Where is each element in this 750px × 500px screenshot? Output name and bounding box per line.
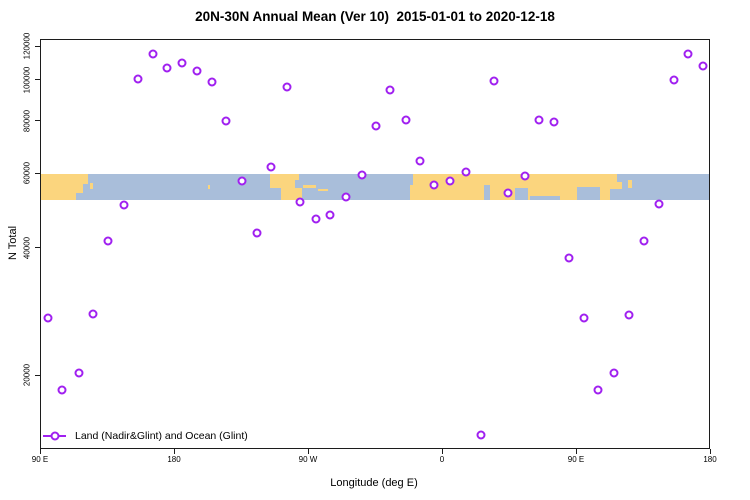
chart-title: 20N-30N Annual Mean (Ver 10) 2015-01-01 … [195,9,555,24]
legend-label: Land (Nadir&Glint) and Ocean (Glint) [75,430,248,442]
x-tick-label: 180 [703,455,717,464]
x-tick-label: 0 [439,455,445,464]
y-axis-label: N Total [7,225,19,261]
x-tick [173,449,175,454]
x-tick-label: 180 [167,455,181,464]
y-tick-label: 120000 [22,32,32,60]
y-tick-label: 100000 [22,66,32,93]
y-tick-label: 60000 [22,162,32,185]
y-tick-label: 40000 [22,236,32,259]
legend: Land (Nadir&Glint) and Ocean (Glint) [43,428,248,444]
x-tick-label: 90 W [298,455,318,464]
x-tick [709,449,711,454]
plot-frame [40,39,710,449]
legend-marker-line [43,431,66,441]
x-axis-label: Longitude (deg E) [330,477,418,489]
x-tick-label: 90 E [31,455,49,464]
y-tick-label: 20000 [22,363,32,387]
y-tick-label: 80000 [22,109,32,132]
x-tick [441,449,443,454]
x-tick [575,449,577,454]
x-tick-label: 90 E [567,455,585,464]
x-tick [39,449,41,454]
legend-marker-circle-icon [50,431,59,441]
x-tick [307,449,309,454]
